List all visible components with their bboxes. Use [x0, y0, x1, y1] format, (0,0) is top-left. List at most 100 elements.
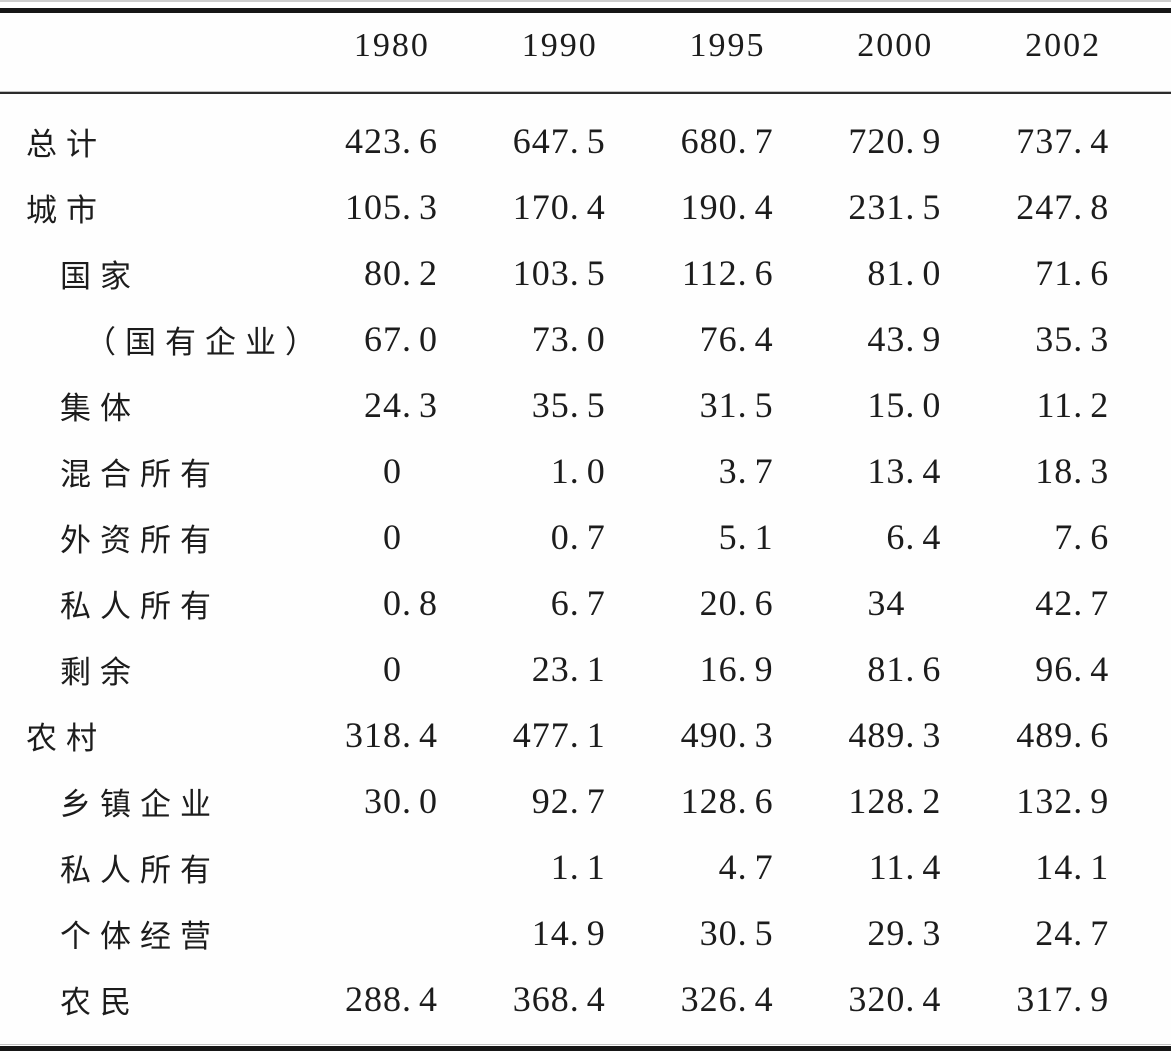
value-integer: 247 [1016, 187, 1074, 227]
value-decimal-point: . [569, 583, 579, 623]
year-value-cell: 326. 4 [668, 978, 836, 1020]
value-fraction: 6 [1090, 715, 1110, 755]
table-row: 乡镇企业 30. 0 92. 7 128. 6 128. 2 132. 9 [0, 768, 1171, 834]
value-fraction: 5 [586, 385, 606, 425]
table-row: 城市 105. 3 170. 4 190. 4 231. 5 247. 8 [0, 174, 1171, 240]
value-integer: 489 [1016, 715, 1074, 755]
value-integer: 4 [718, 847, 738, 887]
year-value-cell: 30. 0 [332, 780, 500, 822]
value-fraction: 0 [586, 319, 606, 359]
row-label-cell: 乡镇企业 [0, 779, 332, 824]
value-decimal-point: . [569, 781, 579, 821]
year-value-cell: 247. 8 [1003, 186, 1171, 228]
value-decimal-point: . [1073, 187, 1083, 227]
value-decimal-point: . [1073, 253, 1083, 293]
value-integer: 103 [512, 253, 570, 293]
year-value-cell: 128. 2 [835, 780, 1003, 822]
year-value-cell: 317. 9 [1003, 978, 1171, 1020]
header-year-cell-2002: 2002 [1003, 27, 1171, 71]
row-label: 外资所有 [60, 522, 220, 558]
value-fraction: 0 [419, 319, 438, 359]
value-fraction: 5 [922, 187, 942, 227]
value-fraction: 3 [922, 715, 942, 755]
year-value-cell: 423. 6 [332, 120, 500, 162]
value-integer: 0 [383, 451, 402, 491]
value-decimal-point: . [1073, 319, 1083, 359]
year-value-cell: 92. 7 [500, 780, 668, 822]
value-decimal-point: . [737, 715, 747, 755]
year-value-cell: 81. 0 [835, 252, 1003, 294]
row-label: （国有企业） [85, 324, 325, 360]
year-value-cell: 128. 6 [668, 780, 836, 822]
year-value-cell: 11. 4 [835, 846, 1003, 888]
value-decimal-point: . [402, 121, 411, 161]
header-year-cell-1995: 1995 [668, 27, 836, 71]
year-value-cell: 35. 3 [1003, 318, 1171, 360]
value-fraction: 9 [1090, 781, 1110, 821]
value-integer: 29 [867, 913, 906, 953]
value-decimal-point: . [402, 781, 411, 821]
value-decimal-point: . [905, 253, 915, 293]
value-integer: 14 [1035, 847, 1074, 887]
value-integer: 24 [1035, 913, 1074, 953]
value-decimal-point: . [737, 781, 747, 821]
year-value-cell: 647. 5 [500, 120, 668, 162]
value-fraction: 1 [586, 649, 606, 689]
year-value-cell: 6.4 [835, 516, 1003, 558]
scan-edge-line-top [0, 0, 1171, 2]
value-fraction: 7 [1090, 913, 1110, 953]
year-value-cell: 7.6 [1003, 516, 1171, 558]
value-decimal-point: . [569, 187, 579, 227]
row-label: 国家 [60, 258, 140, 294]
value-fraction: 4 [754, 979, 774, 1019]
value-fraction: 1 [586, 715, 606, 755]
table-row: 剩余 0 23. 1 16. 9 81. 6 96. 4 [0, 636, 1171, 702]
value-integer: 13 [867, 451, 906, 491]
value-integer: 0 [383, 517, 402, 557]
year-value-cell: 490. 3 [668, 714, 836, 756]
row-label: 总计 [26, 126, 106, 162]
year-value-cell: 14. 1 [1003, 846, 1171, 888]
value-fraction: 3 [419, 385, 438, 425]
row-label: 乡镇企业 [60, 786, 220, 822]
table-row: 农民 288. 4 368. 4 326. 4 320. 4 317. 9 [0, 966, 1171, 1032]
value-decimal-point: . [737, 187, 747, 227]
value-decimal-point: . [737, 649, 747, 689]
value-integer: 76 [699, 319, 738, 359]
year-column-label: 1980 [353, 27, 430, 64]
value-integer: 5 [718, 517, 738, 557]
year-column-label: 2000 [857, 27, 934, 64]
value-fraction: 4 [1090, 649, 1110, 689]
value-fraction: 4 [419, 979, 438, 1019]
value-fraction: 4 [922, 979, 942, 1019]
value-decimal-point: . [905, 715, 915, 755]
value-fraction: 7 [586, 517, 606, 557]
value-decimal-point: . [905, 385, 915, 425]
header-underline-rule [0, 91, 1171, 94]
header-year-cell-2000: 2000 [835, 27, 1003, 71]
value-decimal-point: . [737, 253, 747, 293]
value-decimal-point: . [1073, 583, 1083, 623]
value-integer: 24 [364, 385, 402, 425]
value-decimal-point: . [737, 847, 747, 887]
row-label-cell: 城市 [0, 185, 332, 230]
value-decimal-point: . [737, 517, 747, 557]
row-label-cell: 农村 [0, 713, 332, 758]
value-fraction: 2 [922, 781, 942, 821]
year-column-label: 2002 [1025, 27, 1102, 64]
value-decimal-point: . [1073, 781, 1083, 821]
year-value-cell: 30. 5 [668, 912, 836, 954]
year-value-cell: 288. 4 [332, 978, 500, 1020]
value-decimal-point: . [402, 583, 411, 623]
value-fraction: 5 [586, 121, 606, 161]
value-decimal-point: . [905, 517, 915, 557]
value-decimal-point: . [737, 451, 747, 491]
table-row: 集体 24. 3 35. 5 31. 5 15. 0 11. 2 [0, 372, 1171, 438]
year-value-cell: 1.1 [500, 846, 668, 888]
value-fraction: 9 [922, 121, 942, 161]
value-integer: 190 [680, 187, 738, 227]
value-fraction: 5 [754, 913, 774, 953]
value-integer: 0 [550, 517, 570, 557]
row-label: 剩余 [60, 654, 140, 690]
